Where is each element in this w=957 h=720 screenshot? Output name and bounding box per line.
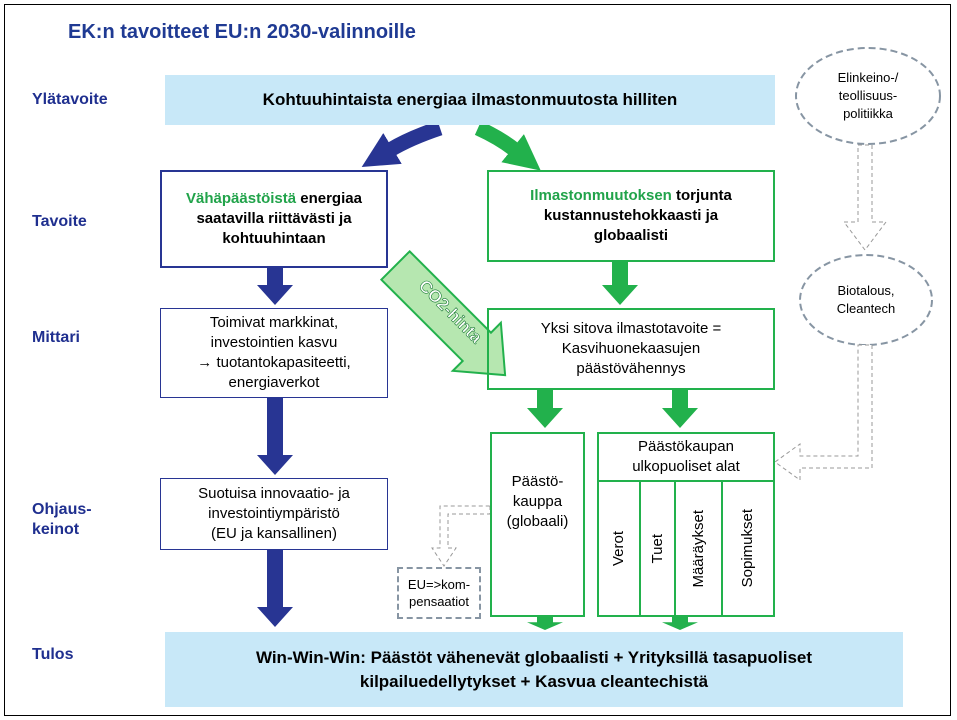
- arrow: [257, 268, 293, 305]
- tool: Sopimukset: [721, 480, 775, 617]
- result: Win-Win-Win: Päästöt vähenevät globaalis…: [165, 632, 903, 707]
- row-label: Mittari: [32, 329, 80, 346]
- non-ets: Päästökaupan ulkopuoliset alat: [597, 432, 775, 482]
- dashed-arrow: [843, 144, 887, 251]
- text: energiaverkot: [228, 374, 320, 391]
- compensation: EU=>kom-pensaatiot: [397, 567, 481, 619]
- text: Päästökaupan: [638, 438, 734, 455]
- text: Ilmastonmuutoksen: [530, 187, 672, 204]
- title-text: EK:n tavoitteet EU:n 2030-valinnoille: [68, 21, 416, 43]
- text: saatavilla riittävästi ja: [196, 210, 352, 227]
- goal-left: Vähäpäästöistä energiaa saatavilla riittä…: [160, 170, 388, 268]
- row-label: Ohjaus-: [32, 501, 92, 518]
- text: Elinkeino-/: [837, 70, 899, 85]
- row-label: keinot: [32, 521, 80, 538]
- text: politiikka: [843, 106, 893, 121]
- co2-arrow: [379, 249, 507, 377]
- text: kustannustehokkaasti ja: [543, 207, 719, 224]
- text: (globaali): [506, 513, 569, 530]
- tool: Verot: [597, 480, 641, 617]
- text: teollisuus-: [838, 88, 898, 103]
- text: kohtuuhintaan: [222, 230, 326, 247]
- arrow: [257, 550, 293, 627]
- text: kauppa: [512, 493, 563, 510]
- arrow: [662, 617, 698, 630]
- text: Tuet: [648, 533, 666, 564]
- text: Toimivat markkinat,: [209, 314, 339, 331]
- metric-left: Toimivat markkinat, investointien kasvu → …: [160, 308, 388, 398]
- dashed-arrow: [431, 505, 491, 567]
- side-note: Biotalous, Cleantech: [800, 278, 932, 322]
- dashed-arrow: [774, 344, 873, 481]
- text: EU=>kom-: [407, 577, 471, 592]
- metric-right: Yksi sitova ilmastotavoite = Kasvihuoneka…: [487, 308, 775, 390]
- text: pensaatiot: [409, 594, 469, 609]
- text: investointien kasvu: [210, 334, 338, 351]
- text: Päästö-: [511, 473, 564, 490]
- means-left: Suotuisa innovaatio- ja investointiympäri…: [160, 478, 388, 550]
- tool: Määräykset: [674, 480, 723, 617]
- text: energiaa: [300, 190, 362, 207]
- text: Kohtuuhintaista energiaa ilmastonmuutost…: [262, 90, 678, 109]
- text: Sopimukset: [739, 509, 756, 588]
- text: Vähäpäästöistä: [186, 190, 297, 207]
- title: EK:n tavoitteet EU:n 2030-valinnoille: [68, 12, 668, 52]
- text: torjunta: [676, 187, 732, 204]
- arrow: [527, 617, 563, 630]
- text: investointiympäristö: [208, 505, 340, 522]
- text: (EU ja kansallinen): [211, 525, 337, 542]
- arrow: [602, 262, 638, 305]
- goal-right: Ilmastonmuutoksen torjunta kustannustehok…: [487, 170, 775, 262]
- arrow: [527, 390, 563, 428]
- text: ulkopuoliset alat: [632, 458, 740, 475]
- text: globaalisti: [593, 227, 669, 244]
- row-label: Ylätavoite: [32, 91, 108, 108]
- text: Verot: [610, 530, 627, 567]
- tool: Tuet: [639, 480, 676, 617]
- text: Määräykset: [689, 509, 707, 588]
- arrow: [474, 121, 541, 171]
- text: Biotalous,: [837, 283, 895, 298]
- arrow: [257, 398, 293, 475]
- arrow: [662, 390, 698, 428]
- row-label: Tulos: [32, 646, 74, 663]
- arrow: [361, 120, 443, 167]
- text: → tuotantokapasiteetti,: [197, 354, 351, 371]
- text: Win-Win-Win: Päästöt vähenevät globaalis…: [255, 647, 813, 667]
- top-goal: Kohtuuhintaista energiaa ilmastonmuutost…: [165, 75, 775, 125]
- side-note: Elinkeino-/ teollisuus-politiikka: [796, 58, 940, 134]
- frame: [4, 4, 951, 716]
- text: päästövähennys: [576, 360, 686, 377]
- row-label: Tavoite: [32, 213, 87, 230]
- text: kilpailuedellytykset + Kasvua cleantechi…: [359, 671, 709, 691]
- text: Yksi sitova ilmastotavoite =: [540, 320, 722, 337]
- ets: Päästö-kauppa (globaali): [490, 432, 585, 617]
- text: Cleantech: [836, 301, 896, 316]
- ellipse: [795, 47, 941, 145]
- text: Kasvihuonekaasujen: [561, 340, 701, 357]
- text: Suotuisa innovaatio- ja: [198, 485, 350, 502]
- ellipse: [799, 254, 933, 346]
